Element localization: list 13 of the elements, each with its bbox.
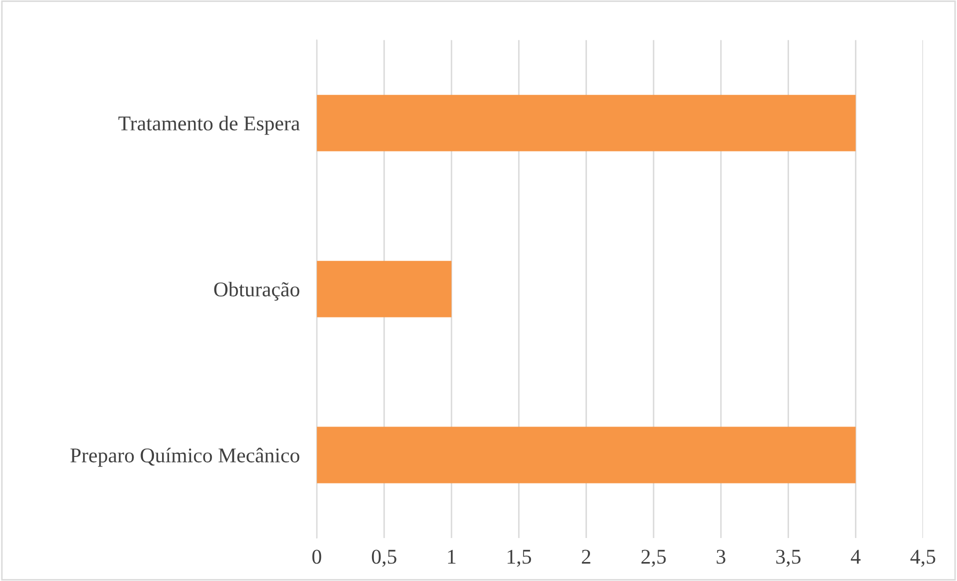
x-tick-label: 0,5 bbox=[372, 550, 396, 567]
x-tick-label: 1,5 bbox=[508, 550, 532, 567]
x-tick-label: 1 bbox=[448, 550, 456, 564]
y-tick-label: Preparo Químico Mecânico bbox=[70, 448, 300, 467]
x-tick-label: 4 bbox=[850, 550, 861, 564]
x-tick-label: 2,5 bbox=[641, 550, 666, 567]
y-tick-label: Tratamento de Espera bbox=[118, 116, 300, 135]
x-tick-label: 2 bbox=[582, 550, 590, 564]
x-tick-label: 0 bbox=[312, 550, 322, 564]
x-tick-label: 3 bbox=[716, 550, 726, 564]
x-tick-label: 4,5 bbox=[910, 550, 936, 567]
x-tick-label: 3,5 bbox=[776, 550, 801, 567]
y-tick-label: Obturação bbox=[214, 282, 300, 301]
